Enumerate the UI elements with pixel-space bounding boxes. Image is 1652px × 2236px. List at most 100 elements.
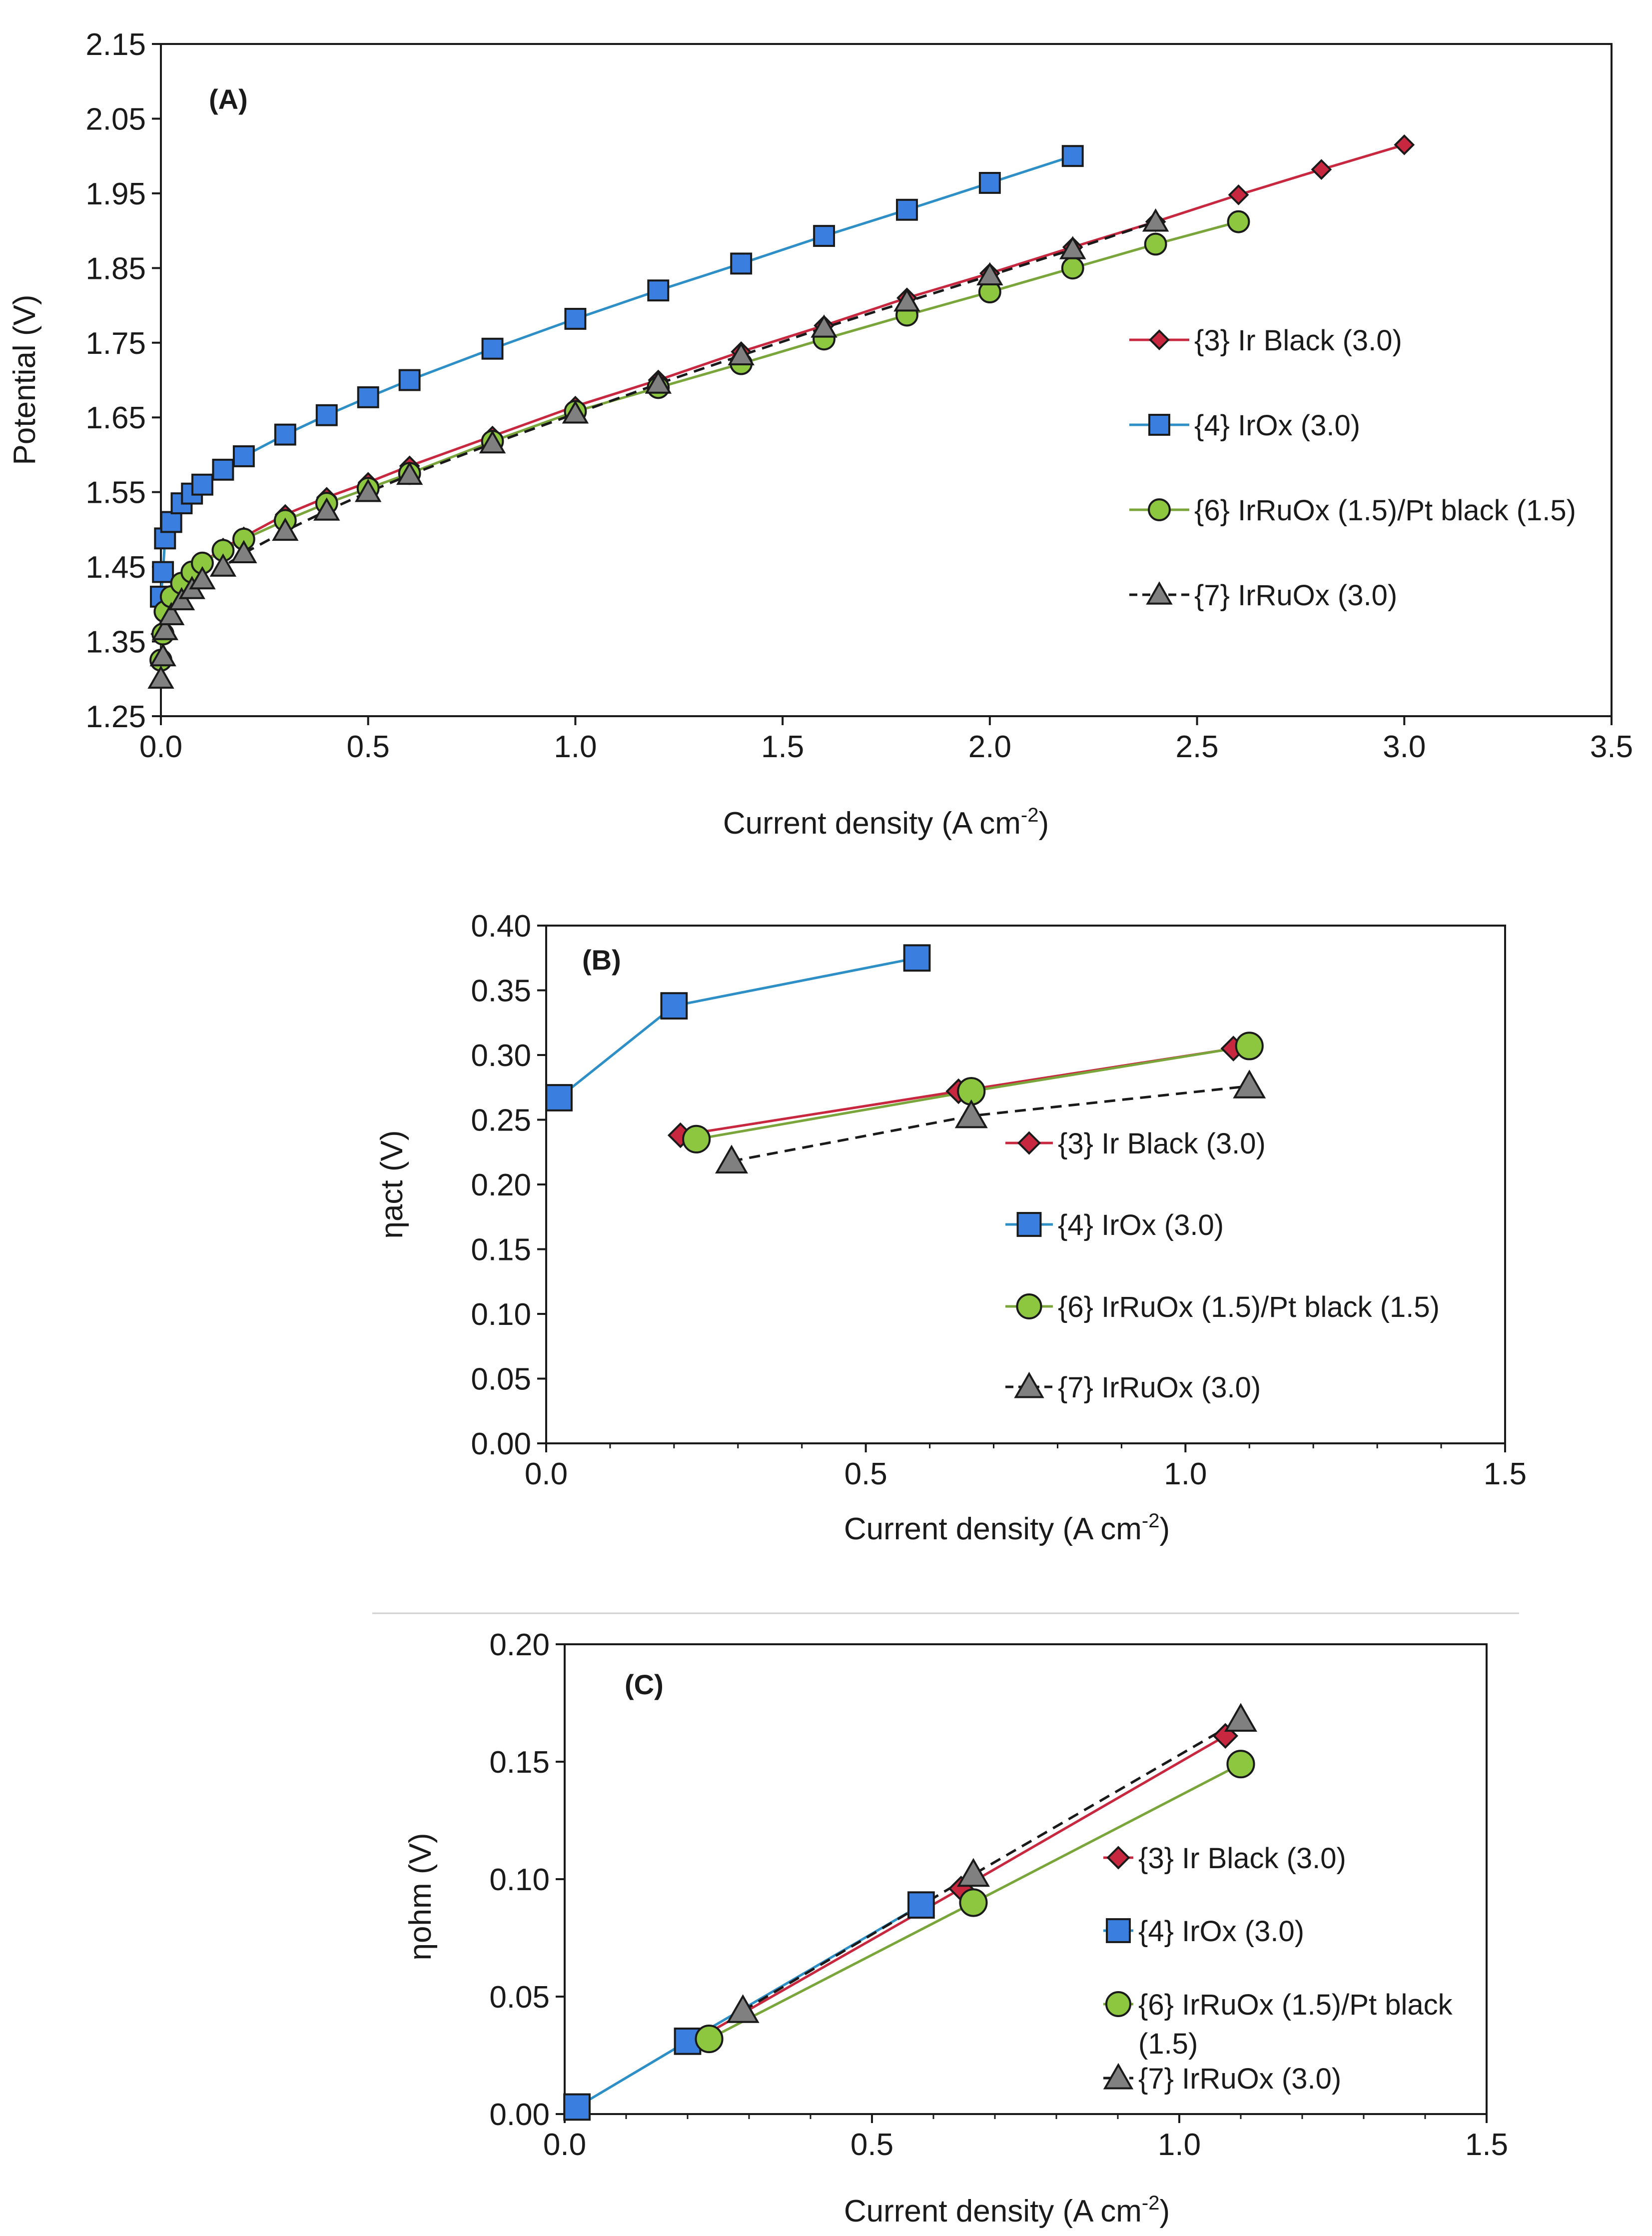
panel-a-y-tick-label: 1.75 bbox=[85, 326, 146, 361]
panel-c-legend-irox-marker bbox=[1106, 1918, 1131, 1943]
panel-a-series-irruox-pt-point bbox=[1061, 256, 1084, 280]
panel-a-series-irruox-point bbox=[272, 517, 299, 541]
panel-b-plot-area bbox=[545, 925, 1506, 1444]
panel-c-legend-irox-label: {4} IrOx (3.0) bbox=[1138, 1915, 1304, 1948]
panel-c-y-tick-label: 0.20 bbox=[489, 1628, 550, 1662]
panel-a-series-irruox-point bbox=[151, 617, 179, 640]
panel-b-legend-irox-marker bbox=[1016, 1212, 1042, 1237]
panel-a-y-tick-label: 1.45 bbox=[85, 550, 146, 585]
panel-c-legend-ir-black-marker bbox=[1106, 1846, 1130, 1870]
panel-c-x-tick-label: 1.5 bbox=[1465, 2128, 1508, 2162]
panel-c-ticks: 0.0 0.5 1.0 1.5 0.00 0.05 0.10 0.15 0.20 bbox=[489, 1628, 1508, 2162]
panel-a-series-irox-point bbox=[1061, 145, 1084, 167]
panel-a-x-axis-title-end: ) bbox=[1039, 806, 1049, 841]
panel-a-series-irruox-point bbox=[209, 553, 237, 577]
panel-a-series-irruox-point bbox=[189, 566, 216, 590]
panel-a-series-irox-point bbox=[232, 445, 255, 467]
panel-a-legend-irruox-marker bbox=[1146, 581, 1173, 605]
panel-b-series-irox-point bbox=[660, 992, 688, 1020]
panel-b-series-irox-point bbox=[903, 944, 931, 972]
panel-a-series-irruox-point bbox=[976, 262, 1003, 286]
panel-b-series-irruox-point bbox=[715, 1144, 749, 1173]
panel-a-series-irox-point bbox=[274, 423, 296, 446]
panel-a-series-irruox-point bbox=[811, 314, 837, 338]
panel-a-series-irox-point bbox=[398, 369, 421, 391]
panel-b-y-tick-label: 0.00 bbox=[471, 1427, 531, 1461]
panel-b-x-tick-label: 0.5 bbox=[844, 1457, 887, 1491]
panel-b-y-tick-label: 0.15 bbox=[471, 1233, 531, 1267]
panel-c-series-irruox-point bbox=[726, 1994, 760, 2023]
panel-a-series-irox-point bbox=[357, 386, 379, 408]
panel-c-x-axis-title-sup: -2 bbox=[1142, 2192, 1160, 2214]
panel-b-x-axis-title-sup: -2 bbox=[1142, 1510, 1160, 1532]
panel-a-series-irruox-point bbox=[168, 587, 195, 611]
panel-a-y-tick-label: 1.95 bbox=[85, 177, 146, 211]
panel-c-series-irruox-pt-point bbox=[695, 2025, 724, 2054]
panel-a-series-irox-point bbox=[647, 279, 670, 302]
panel-b-legend-irruox-pt-label: {6} IrRuOx (1.5)/Pt black (1.5) bbox=[1058, 1291, 1440, 1323]
panel-c-series-ir-black-point bbox=[1212, 1723, 1239, 1749]
panel-c-x-axis-title: Current density (A cm-2) bbox=[844, 2192, 1170, 2229]
panel-c-legend-irruox-marker bbox=[1103, 2063, 1134, 2090]
panel-b-x-axis-title-end: ) bbox=[1160, 1512, 1170, 1546]
panel-a-legend: {3} Ir Black (3.0) {4} IrOx (3.0) {6} IrRu… bbox=[1129, 324, 1576, 612]
panel-c-series-irox-point bbox=[907, 1891, 935, 1919]
panel-a-series-irox-point bbox=[978, 172, 1001, 194]
panel-a-series-irox-point bbox=[191, 473, 213, 496]
panel-b-y-axis-title: ηact (V) bbox=[375, 1130, 409, 1238]
panel-b-y-tick-label: 0.25 bbox=[471, 1104, 531, 1138]
panel-c-y-tick-label: 0.05 bbox=[489, 1980, 550, 2015]
panel-a-label: (A) bbox=[209, 83, 248, 115]
panel-b-y-tick-label: 0.30 bbox=[471, 1039, 531, 1073]
panel-c-x-axis-title-main: Current density (A cm bbox=[844, 2194, 1142, 2229]
panel-c-legend-irruox-label: {7} IrRuOx (3.0) bbox=[1138, 2063, 1341, 2095]
panel-a-series-irruox-point bbox=[313, 497, 340, 521]
panel-a-legend-irruox-pt-label: {6} IrRuOx (1.5)/Pt black (1.5) bbox=[1194, 494, 1576, 527]
panel-c-y-tick-label: 0.10 bbox=[489, 1863, 550, 1897]
panel-a-x-tick-label: 3.0 bbox=[1383, 730, 1426, 764]
panel-c-series-irox-point bbox=[563, 2093, 591, 2121]
panel-c-x-tick-label: 0.0 bbox=[543, 2128, 586, 2162]
panel-a-x-tick-label: 2.0 bbox=[968, 730, 1011, 764]
panel-c-series-irruox-pt-point bbox=[959, 1888, 988, 1917]
panel-a-series-ir-black-point bbox=[1311, 159, 1332, 180]
panel-b-legend-irruox-pt-marker bbox=[1016, 1293, 1042, 1320]
panel-a-series-irruox-pt-point bbox=[1144, 232, 1167, 256]
panel-c: 0.0 0.5 1.0 1.5 0.00 0.05 0.10 0.15 0.20 (C) Cur… bbox=[403, 1628, 1508, 2229]
panel-a-series-irruox-point bbox=[396, 461, 423, 485]
panel-c-x-axis-title-end: ) bbox=[1160, 2194, 1170, 2229]
panel-b-series-irox-point bbox=[545, 1084, 573, 1112]
panel-a-x-tick-label: 0.5 bbox=[347, 730, 390, 764]
panel-a-legend-irox-label: {4} IrOx (3.0) bbox=[1194, 409, 1360, 442]
panel-a-y-tick-label: 2.15 bbox=[85, 27, 146, 62]
panel-a-series-irruox-point bbox=[158, 602, 185, 626]
panel-a-y-tick-label: 1.25 bbox=[85, 700, 146, 734]
panel-a-series-irox-point bbox=[730, 252, 753, 275]
panel-a-y-tick-label: 1.65 bbox=[85, 401, 146, 435]
panel-b-legend-irruox-label: {7} IrRuOx (3.0) bbox=[1058, 1371, 1261, 1404]
panel-b-label: (B) bbox=[582, 944, 621, 976]
panel-a-series-irruox-point bbox=[1059, 236, 1086, 259]
panel-b-series-irruox-point bbox=[954, 1099, 988, 1128]
panel-b-y-tick-label: 0.35 bbox=[471, 974, 531, 1009]
panel-c-series-irruox-line bbox=[742, 1718, 1242, 2012]
panel-a-series bbox=[147, 134, 1415, 689]
panel-c-x-tick-label: 0.5 bbox=[850, 2128, 893, 2162]
panel-a-ticks: 0.0 0.5 1.0 1.5 2.0 2.5 3.0 3.5 1.25 1.35 1.45 1.55… bbox=[85, 27, 1633, 764]
panel-a: 0.0 0.5 1.0 1.5 2.0 2.5 3.0 3.5 1.25 1.35 1.45 1.55… bbox=[7, 27, 1633, 841]
panel-b-x-tick-label: 1.0 bbox=[1164, 1457, 1207, 1491]
panel-c-y-axis-title: ηohm (V) bbox=[403, 1833, 438, 1961]
panel-c-legend-ir-black-label: {3} Ir Black (3.0) bbox=[1138, 1842, 1346, 1875]
panel-a-x-axis-title-sup: -2 bbox=[1021, 804, 1039, 826]
panel-a-legend-irruox-pt-marker bbox=[1148, 498, 1171, 521]
panel-a-series-irruox-point bbox=[893, 288, 920, 312]
panel-a-y-tick-label: 2.05 bbox=[85, 102, 146, 136]
panel-b-y-tick-label: 0.20 bbox=[471, 1168, 531, 1202]
panel-c-series-irruox-pt-point bbox=[1226, 1750, 1255, 1779]
panel-a-x-tick-label: 2.5 bbox=[1175, 730, 1218, 764]
panel-a-x-axis-title-main: Current density (A cm bbox=[723, 806, 1021, 841]
panel-a-legend-irox-marker bbox=[1148, 414, 1170, 436]
panel-a-series-irox-point bbox=[564, 308, 587, 330]
panel-c-legend-irruox-pt-label-wrap: (1.5) bbox=[1138, 2028, 1198, 2060]
panel-b-ticks: 0.0 0.5 1.0 1.5 0.00 0.05 0.10 0.15 0.20 0.25 0.30… bbox=[471, 909, 1527, 1491]
